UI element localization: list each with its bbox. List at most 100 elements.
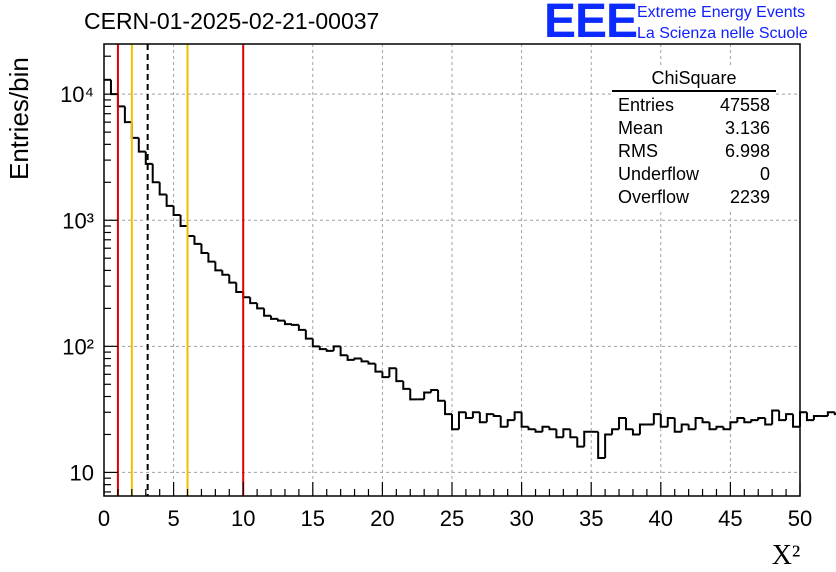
- histogram-bin: [625, 418, 633, 431]
- histogram-bin: [785, 413, 794, 421]
- histogram-bin: [277, 318, 285, 322]
- stats-label: Underflow: [618, 164, 700, 184]
- histogram-bin: [757, 417, 766, 421]
- histogram-bin: [402, 381, 411, 390]
- x-tick-label: 40: [649, 506, 673, 531]
- histogram-bin: [360, 358, 369, 363]
- histogram-bin: [471, 411, 480, 419]
- stats-value: 3.136: [724, 118, 770, 138]
- histogram-bin: [778, 410, 787, 422]
- histogram-bin: [297, 324, 306, 331]
- histogram-bin: [109, 79, 118, 96]
- histogram-bin: [193, 236, 202, 245]
- histogram-bin: [569, 429, 578, 439]
- histogram-bin: [242, 291, 251, 299]
- histogram-bin: [618, 417, 626, 430]
- histogram-bin: [638, 423, 647, 435]
- stats-row: Entries 47558: [612, 94, 776, 117]
- histogram-bin: [687, 424, 696, 431]
- x-tick-label: 35: [579, 506, 603, 531]
- histogram-bin: [478, 412, 487, 424]
- histogram-bin: [576, 437, 585, 448]
- histogram-bin: [736, 417, 745, 423]
- histogram-bin: [123, 106, 132, 124]
- histogram-bin: [701, 418, 710, 424]
- y-axis-label: Entries/bin: [4, 57, 34, 180]
- x-tick-label: 20: [370, 506, 394, 531]
- histogram-bin: [729, 421, 738, 430]
- histogram-bin: [541, 425, 550, 432]
- histogram-bin: [457, 411, 466, 430]
- histogram-bin: [659, 414, 668, 428]
- histogram-bin: [283, 320, 292, 326]
- histogram-bin: [179, 215, 188, 228]
- stats-label: RMS: [618, 141, 658, 161]
- histogram-bin: [325, 349, 334, 352]
- histogram-bin: [332, 345, 341, 351]
- stats-label: Entries: [618, 95, 675, 115]
- histogram-bin: [228, 274, 237, 284]
- histogram-bin: [423, 391, 432, 400]
- axis-tick-labels: 0 5 10 15 20 25 30 35 40 45 50 10 10² 10³ 10⁴: [60, 82, 812, 531]
- histogram-bin: [492, 414, 501, 418]
- histogram-bin: [673, 418, 682, 433]
- histogram-bin: [270, 315, 278, 320]
- histogram-bin: [534, 429, 543, 433]
- histogram-bin: [694, 417, 703, 430]
- stats-value: 2239: [729, 187, 770, 207]
- stats-box: ChiSquare Entries 47558 Mean 3.136 RMS 6…: [612, 68, 776, 209]
- histogram-bin: [290, 323, 299, 326]
- histogram-bin: [750, 419, 759, 423]
- histogram-bin: [499, 416, 508, 428]
- x-tick-label: 30: [509, 506, 533, 531]
- histogram-bin: [353, 357, 362, 360]
- histogram-bin: [826, 411, 835, 417]
- stats-row: Overflow 2239: [612, 186, 776, 209]
- histogram-bin: [430, 389, 439, 393]
- histogram-bin: [555, 429, 564, 439]
- eee-logo: EEE: [544, 0, 638, 48]
- histogram-bin: [715, 425, 724, 430]
- histogram-bin: [235, 282, 244, 293]
- x-tick-label: 0: [98, 506, 110, 531]
- histogram-bin: [792, 414, 800, 428]
- histogram-bin: [186, 226, 195, 238]
- histogram-bin: [666, 417, 675, 427]
- histogram-bin: [597, 431, 606, 460]
- histogram-bin: [513, 411, 522, 421]
- x-axis-label: X²: [772, 540, 801, 571]
- histogram-bin: [214, 261, 223, 272]
- chart-title: CERN-01-2025-02-21-00037: [84, 8, 380, 34]
- x-tick-label: 25: [440, 506, 464, 531]
- histogram-bin: [548, 426, 557, 431]
- y-tick-label: 10²: [62, 334, 94, 359]
- stats-row: Underflow 0: [612, 163, 776, 186]
- axis-ticks: [103, 55, 801, 496]
- histogram-bin: [743, 418, 752, 424]
- x-tick-label: 50: [788, 506, 812, 531]
- stats-title: ChiSquare: [612, 68, 776, 92]
- histogram-bin: [263, 308, 272, 317]
- grid-lines: [104, 44, 800, 496]
- y-tick-label: 10⁴: [60, 82, 94, 107]
- histogram-bin: [158, 182, 167, 196]
- histogram-bin: [381, 371, 390, 379]
- histogram-bin: [207, 252, 216, 263]
- histogram-bin: [764, 418, 773, 426]
- histogram-bin: [409, 388, 418, 401]
- histogram-bin: [221, 270, 230, 276]
- histogram-bin: [812, 415, 821, 421]
- y-tick-label: 10: [70, 460, 94, 485]
- stats-label: Mean: [618, 118, 664, 138]
- histogram-bin: [130, 122, 139, 139]
- histogram-bin: [395, 368, 404, 383]
- stats-value: 0: [759, 164, 770, 184]
- x-tick-label: 5: [167, 506, 179, 531]
- histogram-bin: [451, 414, 459, 431]
- histogram-bin: [339, 346, 348, 357]
- histogram-bin: [464, 412, 473, 420]
- histogram-bin: [527, 426, 536, 431]
- histogram-bin: [805, 412, 814, 422]
- x-tick-label: 10: [231, 506, 255, 531]
